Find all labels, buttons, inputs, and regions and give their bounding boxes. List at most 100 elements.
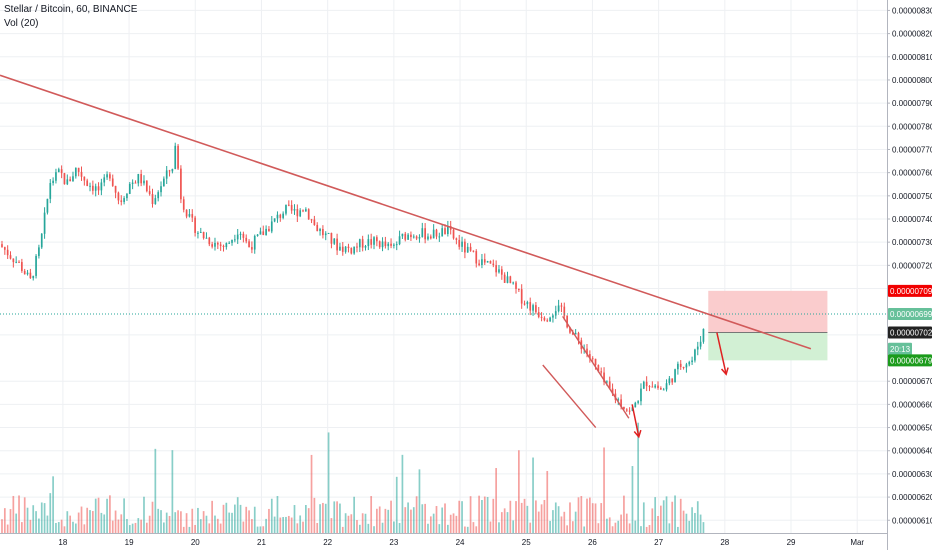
volume-bar <box>302 521 304 533</box>
candle-body <box>154 198 157 205</box>
volume-bar <box>500 512 503 533</box>
volume-bar <box>401 454 404 533</box>
volume-bar <box>427 523 429 533</box>
candle-body <box>151 194 154 205</box>
y-tick-label: 0.00000650 <box>892 424 932 433</box>
candle-body <box>103 177 106 183</box>
candle-body <box>376 237 378 242</box>
volume-bar <box>12 495 15 533</box>
candle-body <box>589 354 591 359</box>
candle-body <box>163 178 165 187</box>
volume-bar <box>310 454 313 533</box>
candle-body <box>57 169 60 173</box>
candle-body <box>461 241 463 247</box>
candle-body <box>634 402 637 408</box>
candle-body <box>248 241 250 248</box>
candle-body <box>336 238 338 251</box>
volume-bar <box>381 522 384 533</box>
candle-body <box>424 228 426 240</box>
candle-body <box>529 302 532 311</box>
volume-bar <box>117 519 120 533</box>
volume-bar <box>188 526 191 533</box>
candle-body <box>347 246 350 248</box>
y-tick-label: 0.00000730 <box>892 238 932 247</box>
candle-body <box>546 320 549 322</box>
candle-body <box>160 186 162 193</box>
volume-bar <box>23 497 26 533</box>
take-profit-zone <box>708 332 828 361</box>
price-axis[interactable]: 0.00000830 0.00000820 0.00000810 0.00000800… <box>887 0 932 550</box>
chart-title: Stellar / Bitcoin, 60, BINANCE <box>4 4 138 15</box>
candle-body <box>455 238 458 240</box>
volume-bar <box>415 496 418 533</box>
volume-bar <box>18 495 20 533</box>
candle-body <box>509 276 512 283</box>
volume-bar <box>262 526 265 533</box>
candle-body <box>15 261 18 263</box>
candle-body <box>339 246 341 251</box>
volume-bar <box>464 526 466 533</box>
volume-bar <box>569 502 571 533</box>
candle-body <box>242 233 245 238</box>
volume-bar <box>421 504 424 533</box>
volume-bar <box>77 512 80 533</box>
candle-body <box>645 381 648 387</box>
volume-bar <box>205 515 208 533</box>
candle-body <box>214 242 216 247</box>
volume-bar <box>356 520 358 533</box>
candle-body <box>191 214 194 218</box>
candle-body <box>606 381 608 383</box>
volume-bar <box>134 522 137 533</box>
candle-body <box>677 363 679 370</box>
volume-bar <box>114 510 117 533</box>
candle-body <box>412 236 415 238</box>
volume-bar <box>361 513 364 533</box>
candle-body <box>552 315 554 318</box>
candle-body <box>26 272 29 275</box>
x-tick-label: Mar <box>850 538 864 547</box>
volume-bar <box>168 515 171 533</box>
volume-bar <box>526 505 529 533</box>
volume-bar <box>236 497 239 533</box>
candle-body <box>310 219 313 221</box>
volume-bar <box>253 506 256 533</box>
volume-bar <box>529 522 532 533</box>
candle-body <box>126 193 128 199</box>
time-axis[interactable]: 18 19 20 21 22 23 24 25 26 27 28 29 Mar <box>0 533 887 550</box>
candle-body <box>262 231 265 236</box>
price-tags: 0.00000709 0.00000702 0.00000699 20:13 0.000… <box>888 284 932 367</box>
candle-body <box>597 365 600 372</box>
volume-indicator-label[interactable]: Vol (20) <box>4 18 39 29</box>
volume-bar <box>180 511 182 533</box>
volume-bar <box>668 523 671 533</box>
volume-bar <box>429 516 432 533</box>
candle-body <box>659 388 662 390</box>
candle-body <box>333 238 336 244</box>
down-arrow-head <box>633 429 642 439</box>
candle-body <box>665 383 668 390</box>
x-tick-label: 27 <box>654 538 663 547</box>
volume-bar <box>174 512 177 533</box>
candle-body <box>671 378 674 383</box>
volume-bar <box>137 518 140 533</box>
candle-body <box>535 305 537 313</box>
candle-body <box>216 242 219 245</box>
candle-body <box>617 399 620 401</box>
volume-bar <box>86 507 89 533</box>
candle-body <box>364 246 367 248</box>
volume-bar <box>688 520 691 533</box>
volume-bar <box>694 512 696 533</box>
volume-bar <box>574 511 577 533</box>
volume-bar <box>273 516 276 533</box>
candle-body <box>668 378 671 384</box>
volume-bar <box>472 522 475 533</box>
candle-body <box>350 247 353 254</box>
candle-body <box>285 204 287 214</box>
volume-bar <box>364 513 367 533</box>
candle-body <box>489 261 492 264</box>
volume-bar <box>611 526 614 533</box>
volume-bar <box>495 468 497 533</box>
stop-loss-zone <box>708 290 828 333</box>
y-tick-label: 0.00000820 <box>892 30 932 39</box>
